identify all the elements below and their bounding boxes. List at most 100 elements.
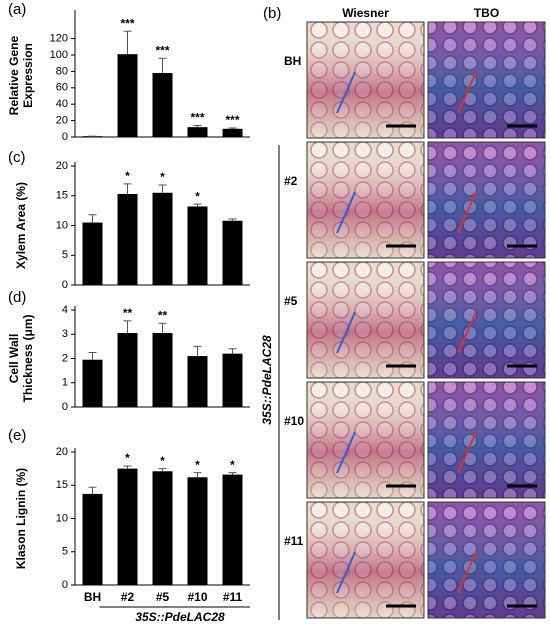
micrograph-frame bbox=[306, 21, 425, 139]
error-bar bbox=[228, 218, 237, 221]
bar bbox=[117, 193, 138, 285]
y-tick-label: 15 bbox=[56, 479, 68, 491]
x-tick-label: BH bbox=[84, 590, 101, 604]
y-tick-label: 40 bbox=[56, 98, 68, 110]
micrograph-frame bbox=[427, 261, 546, 379]
significance: * bbox=[230, 458, 235, 472]
bar bbox=[222, 474, 243, 585]
y-tick-label: 1 bbox=[62, 377, 68, 389]
y-tick-label: 10 bbox=[56, 219, 68, 231]
error-bar bbox=[228, 127, 237, 129]
micrograph-stain bbox=[307, 142, 424, 258]
micrograph-frame bbox=[427, 381, 546, 499]
micrograph-stain bbox=[307, 502, 424, 618]
error-bar bbox=[123, 465, 132, 469]
micrograph-frame bbox=[306, 261, 425, 379]
y-tick-label: 0 bbox=[62, 579, 68, 591]
micrograph-stain bbox=[307, 382, 424, 498]
x-tick-label: #11 bbox=[223, 590, 243, 604]
y-tick-label: 20 bbox=[56, 115, 68, 127]
bar bbox=[187, 477, 208, 585]
micrograph-stain bbox=[428, 262, 545, 378]
arrow bbox=[457, 551, 477, 594]
y-tick-label: 0 bbox=[62, 401, 68, 413]
arrow bbox=[336, 431, 356, 474]
micrograph-frame bbox=[306, 501, 425, 619]
significance: * bbox=[195, 458, 200, 472]
y-tick-label: 120 bbox=[50, 33, 68, 45]
significance: * bbox=[160, 454, 165, 468]
panel-label: (e) bbox=[8, 427, 26, 444]
column-header: Wiesner bbox=[342, 6, 389, 20]
y-tick-label: 2 bbox=[62, 352, 68, 364]
bar bbox=[152, 73, 173, 137]
error-bar bbox=[193, 345, 202, 357]
y-tick-label: 20 bbox=[56, 446, 68, 458]
x-tick-label: #5 bbox=[156, 590, 170, 604]
arrow bbox=[336, 551, 356, 594]
error-bar bbox=[193, 203, 202, 207]
error-bar bbox=[123, 30, 132, 55]
y-axis-label: Klason Lignin (%) bbox=[14, 468, 28, 569]
error-bar bbox=[123, 183, 132, 194]
bar bbox=[82, 222, 103, 285]
row-label: #11 bbox=[284, 534, 304, 548]
arrow bbox=[457, 191, 477, 234]
significance: * bbox=[125, 451, 130, 465]
bar bbox=[152, 471, 173, 585]
y-tick-label: 100 bbox=[50, 49, 68, 61]
significance: *** bbox=[225, 113, 239, 127]
bar bbox=[152, 333, 173, 407]
row-label: #2 bbox=[284, 174, 298, 188]
x-tick-label: #2 bbox=[121, 590, 135, 604]
arrow bbox=[336, 311, 356, 354]
error-bar bbox=[158, 322, 167, 334]
significance: *** bbox=[120, 16, 134, 30]
micrograph-frame bbox=[427, 21, 546, 139]
y-tick-label: 3 bbox=[62, 328, 68, 340]
arrow bbox=[457, 71, 477, 114]
significance: ** bbox=[158, 309, 168, 323]
bar bbox=[187, 206, 208, 285]
error-bar bbox=[193, 472, 202, 478]
y-tick-label: 15 bbox=[56, 190, 68, 202]
panel-label: (d) bbox=[8, 289, 26, 306]
error-bar bbox=[88, 214, 97, 223]
y-axis-label: Relative Gene bbox=[7, 35, 21, 115]
error-bar bbox=[228, 348, 237, 354]
y-axis-label: Cell Wall bbox=[7, 334, 21, 384]
panel-label: (b) bbox=[263, 5, 281, 22]
micrograph-stain bbox=[428, 142, 545, 258]
bar bbox=[117, 333, 138, 407]
significance: ** bbox=[123, 306, 133, 320]
panel-label: (c) bbox=[8, 149, 26, 166]
error-bar bbox=[228, 472, 237, 475]
significance: * bbox=[125, 169, 130, 183]
arrow bbox=[336, 191, 356, 234]
significance: * bbox=[195, 189, 200, 203]
y-tick-label: 10 bbox=[56, 512, 68, 524]
error-bar bbox=[158, 57, 167, 74]
bar bbox=[117, 54, 138, 137]
arrow bbox=[457, 311, 477, 354]
error-bar bbox=[123, 320, 132, 334]
bar bbox=[187, 127, 208, 137]
charts: (a)Relative Gene Expression02040608010012… bbox=[7, 1, 250, 624]
y-tick-label: 60 bbox=[56, 82, 68, 94]
micrograph-frame bbox=[427, 141, 546, 259]
error-bar bbox=[158, 184, 167, 193]
bar bbox=[82, 359, 103, 407]
error-bar bbox=[88, 351, 97, 360]
bar bbox=[187, 356, 208, 407]
bar bbox=[222, 353, 243, 407]
error-bar bbox=[88, 486, 97, 494]
micrograph-stain bbox=[307, 22, 424, 138]
y-tick-label: 80 bbox=[56, 65, 68, 77]
y-axis-label: Xylem Area (%) bbox=[14, 182, 28, 269]
arrow bbox=[457, 431, 477, 474]
bar bbox=[152, 192, 173, 285]
panel-label: (a) bbox=[8, 1, 26, 18]
bar bbox=[82, 493, 103, 585]
y-axis-label: Thickness (μm) bbox=[21, 314, 35, 402]
